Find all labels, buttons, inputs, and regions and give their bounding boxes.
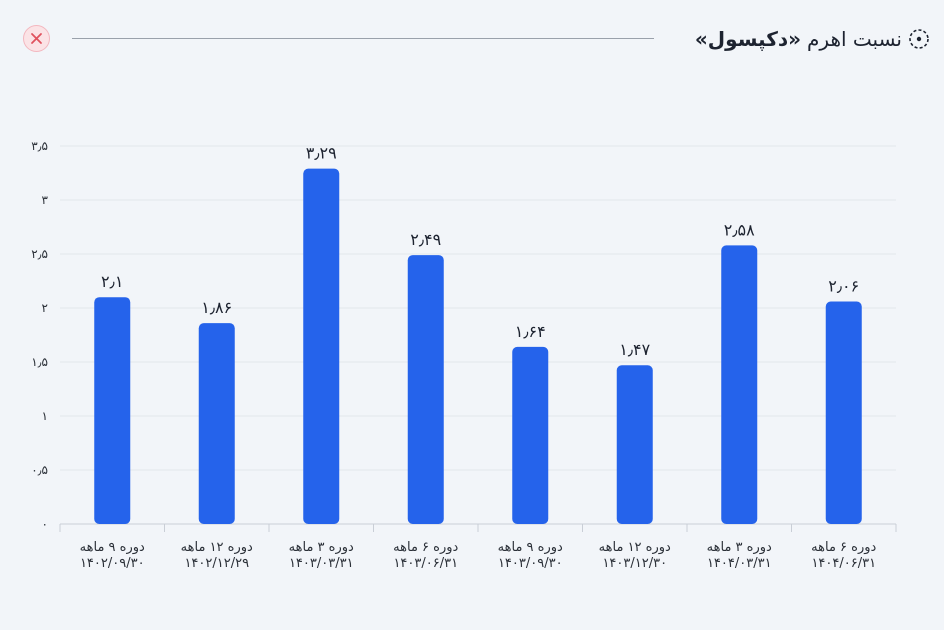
bar-value-label: ۱٫۸۶ — [201, 298, 232, 317]
bar — [407, 255, 444, 524]
x-tick-label-date: ۱۴۰۴/۰۳/۳۱ — [707, 556, 772, 571]
x-tick-label-date: ۱۴۰۲/۰۹/۳۰ — [80, 556, 145, 571]
chart-title: نسبت اهرم «دکپسول» — [695, 24, 930, 54]
bar — [825, 301, 862, 524]
chart-header: نسبت اهرم «دکپسول» — [20, 22, 932, 56]
y-tick-label: ۳٫۵ — [31, 139, 48, 153]
x-tick-label: دوره ۱۲ ماهه — [599, 540, 671, 555]
close-icon — [31, 33, 42, 44]
y-tick-label: ۱ — [42, 409, 48, 423]
x-tick-label-date: ۱۴۰۳/۰۳/۳۱ — [289, 556, 354, 571]
y-tick-label: ۰ — [42, 517, 48, 531]
x-tick-label-date: ۱۴۰۳/۱۲/۳۰ — [602, 556, 667, 571]
x-tick-label-date: ۱۴۰۲/۱۲/۲۹ — [184, 556, 249, 571]
bar — [198, 323, 235, 524]
x-tick-label: دوره ۹ ماهه — [498, 540, 563, 555]
x-tick-label-date: ۱۴۰۴/۰۶/۳۱ — [811, 556, 876, 571]
bar — [94, 297, 131, 524]
bar-value-label: ۲٫۰۶ — [828, 277, 859, 296]
bar-value-label: ۳٫۲۹ — [306, 144, 337, 163]
title-name: «دکپسول» — [695, 27, 801, 51]
x-tick-label: دوره ۳ ماهه — [707, 540, 772, 555]
title-prefix: نسبت اهرم — [807, 27, 902, 51]
bar-value-label: ۲٫۱ — [101, 272, 123, 291]
x-tick-label: دوره ۶ ماهه — [811, 540, 876, 555]
bar-value-label: ۱٫۶۴ — [515, 322, 546, 341]
x-tick-label: دوره ۶ ماهه — [393, 540, 458, 555]
bar — [512, 346, 549, 524]
x-tick-label: دوره ۱۲ ماهه — [181, 540, 253, 555]
bar-value-label: ۱٫۴۷ — [619, 340, 650, 359]
y-tick-label: ۱٫۵ — [31, 355, 48, 369]
y-tick-label: ۰٫۵ — [31, 463, 48, 477]
x-tick-label-date: ۱۴۰۳/۰۶/۳۱ — [393, 556, 458, 571]
y-tick-label: ۲ — [42, 301, 48, 315]
bar — [721, 245, 758, 525]
dotted-circle-icon — [909, 29, 929, 49]
bar — [303, 168, 340, 524]
bar-value-label: ۲٫۴۹ — [410, 230, 441, 249]
bar-value-label: ۲٫۵۸ — [724, 220, 755, 239]
bar — [616, 365, 653, 524]
x-tick-label: دوره ۳ ماهه — [289, 540, 354, 555]
y-tick-label: ۳ — [42, 193, 49, 207]
x-tick-label-date: ۱۴۰۳/۰۹/۳۰ — [498, 556, 563, 571]
y-tick-label: ۲٫۵ — [31, 247, 48, 261]
title-name-text: «دکپسول» — [694, 27, 802, 51]
x-tick-label: دوره ۹ ماهه — [80, 540, 145, 555]
close-button[interactable] — [23, 25, 50, 52]
header-divider — [72, 38, 654, 39]
